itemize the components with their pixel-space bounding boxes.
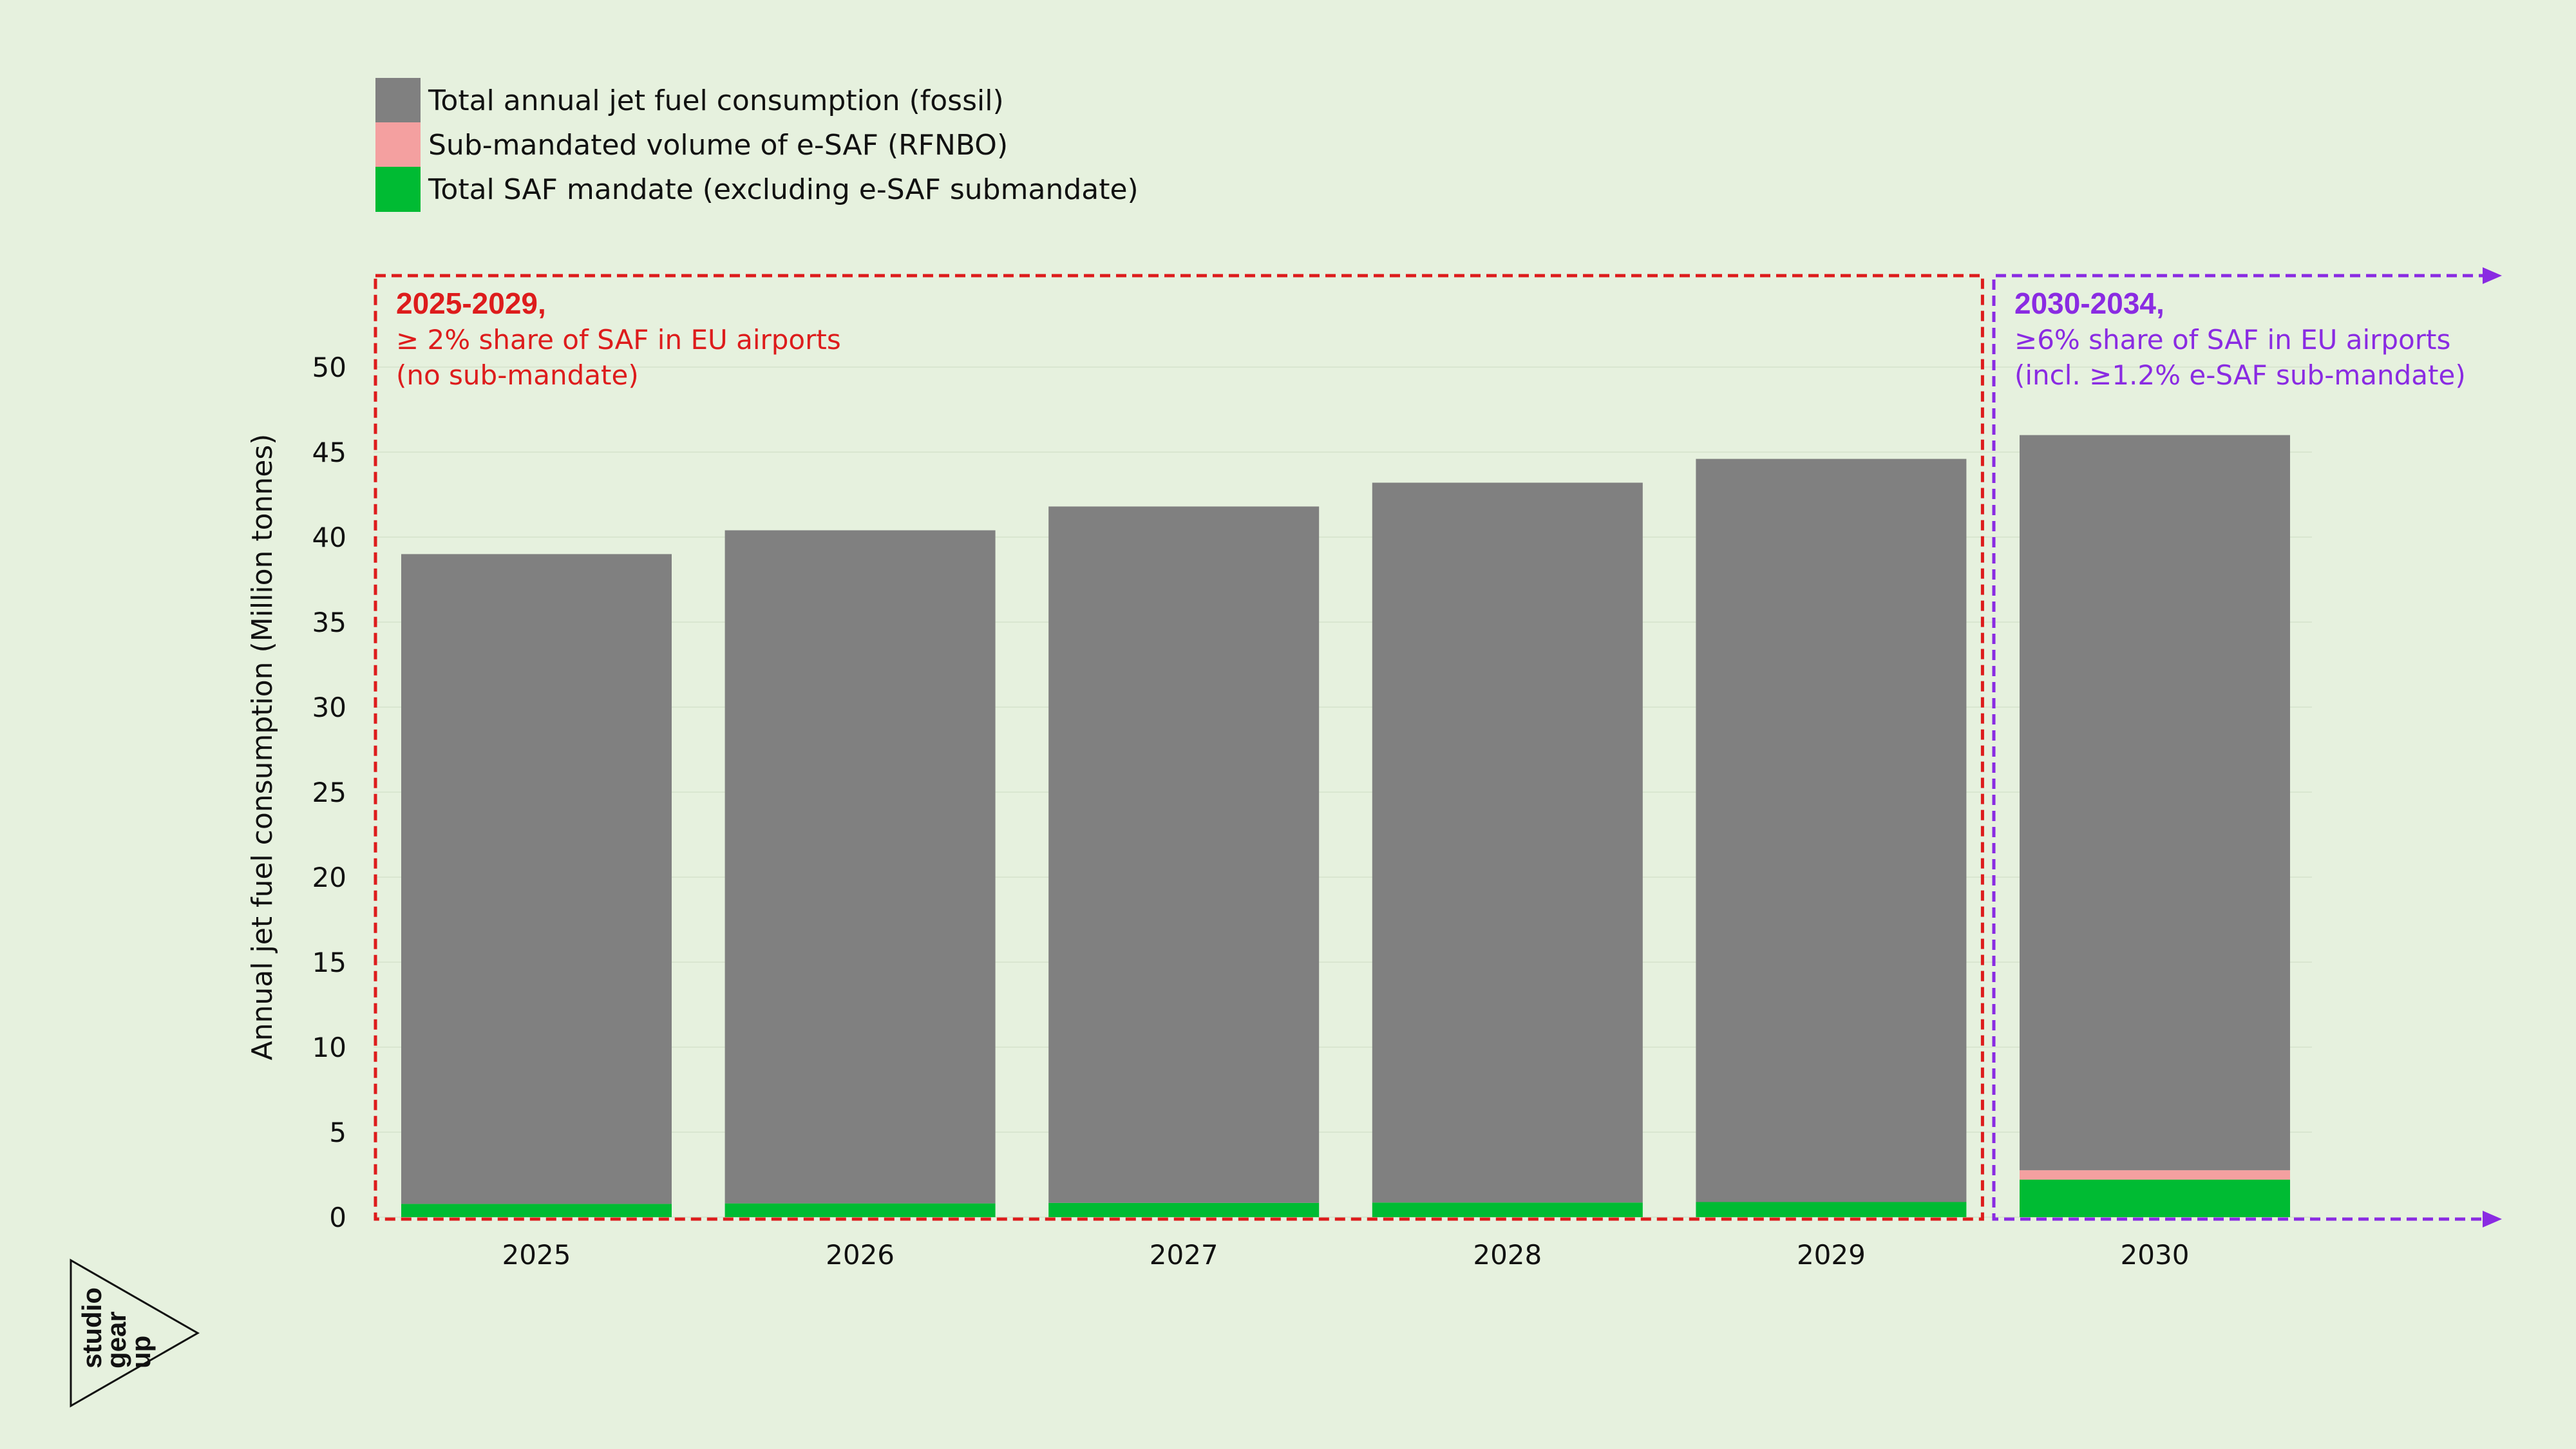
bar-segment-2028-s0 (1372, 1202, 1643, 1217)
x-tick-label: 2027 (1150, 1239, 1218, 1271)
period-description: ≥6% share of SAF in EU airports (2014, 324, 2450, 355)
bar-segment-2025-s2 (401, 554, 672, 1204)
arrow-head (2483, 1211, 2502, 1227)
period-annotations: 2025-2029, ≥ 2% share of SAF in EU airpor… (374, 267, 2502, 1227)
legend-label: Total annual jet fuel consumption (fossi… (428, 84, 1004, 117)
bar-segment-2029-s2 (1696, 459, 1967, 1202)
y-tick-label: 20 (312, 862, 346, 893)
period-title: 2025-2029, (396, 287, 546, 320)
legend-swatch (375, 122, 421, 167)
legend-label: Sub-mandated volume of e-SAF (RFNBO) (428, 129, 1008, 162)
x-tick-label: 2029 (1797, 1239, 1866, 1271)
bar-segment-2027-s2 (1048, 506, 1320, 1203)
period-description: (no sub-mandate) (396, 359, 639, 391)
bar-segment-2026-s2 (724, 530, 996, 1204)
y-tick-label: 5 (329, 1117, 346, 1148)
y-axis-ticks: 0 5 10 15 20 25 30 35 40 45 50 (312, 352, 346, 1233)
period-frame (1992, 274, 2489, 1221)
legend: Total annual jet fuel consumption (fossi… (375, 78, 1139, 212)
period-description: ≥ 2% share of SAF in EU airports (396, 324, 841, 355)
y-tick-label: 40 (312, 522, 346, 553)
x-axis-ticks: 2025 2026 2027 2028 2029 2030 (502, 1239, 2190, 1271)
bar-segment-2025-s0 (401, 1204, 672, 1217)
bar-segment-2027-s0 (1048, 1202, 1320, 1217)
y-tick-label: 25 (312, 777, 346, 808)
y-tick-label: 30 (312, 692, 346, 723)
y-tick-label: 50 (312, 352, 346, 383)
period-annotation-2030-2034: 2030-2034, ≥6% share of SAF in EU airport… (1992, 267, 2502, 1227)
bar-segment-2030-s1 (2020, 1170, 2290, 1180)
y-tick-label: 45 (312, 437, 346, 468)
bars (401, 435, 2290, 1217)
studio-gear-up-logo: studiogearup (70, 1258, 200, 1408)
bar-segment-2028-s2 (1372, 482, 1643, 1203)
period-title: 2030-2034, (2014, 287, 2164, 320)
svg-text:studiogearup: studiogearup (77, 1287, 156, 1368)
period-annotation-2025-2029: 2025-2029, ≥ 2% share of SAF in EU airpor… (374, 274, 1984, 1221)
period-description: (incl. ≥1.2% e-SAF sub-mandate) (2014, 359, 2466, 391)
y-tick-label: 10 (312, 1032, 346, 1063)
bar-segment-2030-s0 (2020, 1179, 2290, 1217)
y-axis-title: Annual jet fuel consumption (Million ton… (246, 434, 279, 1061)
bar-segment-2030-s2 (2020, 435, 2290, 1171)
y-tick-label: 15 (312, 947, 346, 978)
x-tick-label: 2028 (1473, 1239, 1542, 1271)
bar-segment-2026-s0 (724, 1203, 996, 1217)
x-tick-label: 2030 (2121, 1239, 2190, 1271)
gridlines (374, 366, 2312, 1218)
x-tick-label: 2026 (826, 1239, 895, 1271)
bar-segment-2029-s0 (1696, 1202, 1967, 1217)
y-tick-label: 35 (312, 607, 346, 638)
period-frame (374, 274, 1984, 1221)
x-tick-label: 2025 (502, 1239, 571, 1271)
legend-label: Total SAF mandate (excluding e-SAF subma… (428, 173, 1139, 206)
arrow-head (2483, 267, 2502, 284)
legend-swatch (375, 167, 421, 212)
y-tick-label: 0 (329, 1202, 346, 1233)
legend-swatch (375, 78, 421, 123)
